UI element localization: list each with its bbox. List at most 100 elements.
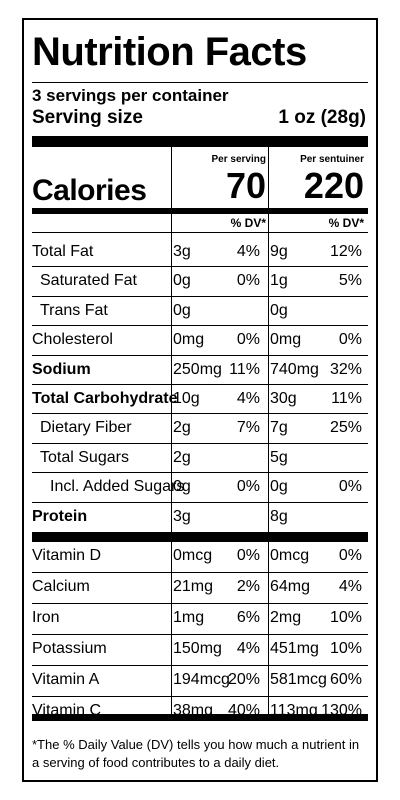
- vitamin-amount-serving: 21mg: [173, 578, 214, 595]
- nutrient-amount-container: 0g: [270, 301, 288, 319]
- label-title: Nutrition Facts: [32, 30, 307, 74]
- vitamin-dv-serving: 2%: [236, 578, 260, 595]
- nutrient-row: Total Sugars 2g 5g: [32, 444, 368, 474]
- nutrient-amount-serving: 3g: [173, 243, 191, 260]
- nutrient-dv-container: 12%: [329, 243, 362, 260]
- row-divider: [32, 572, 368, 573]
- vitamin-dv-serving: 6%: [236, 609, 260, 626]
- nutrient-dv-serving: 4%: [236, 390, 260, 407]
- row-divider: [32, 383, 368, 385]
- per-serving-header: Per serving: [211, 154, 266, 165]
- vitamin-dv-container: 0%: [338, 547, 362, 564]
- vitamin-amount-container: 451mg: [270, 640, 319, 657]
- nutrient-row: Incl. Added Sugars 0g 0% 0g 0%: [32, 473, 368, 503]
- dv-header-container: % DV*: [328, 216, 364, 230]
- nutrient-dv-serving: 0%: [236, 478, 260, 496]
- vitamin-amount-container: 2mg: [270, 609, 302, 626]
- calories-divider: [32, 208, 368, 214]
- nutrient-name: Total Fat: [32, 243, 94, 260]
- vitamin-dv-container: 10%: [329, 640, 362, 657]
- nutrient-name: Dietary Fiber: [40, 419, 132, 437]
- vitamin-name: Vitamin D: [32, 547, 102, 564]
- nutrient-amount-container: 740mg: [270, 360, 319, 378]
- vitamin-amount-serving: 0mcg: [173, 547, 213, 564]
- calories-per-serving: 70: [225, 165, 266, 206]
- nutrient-name: Saturated Fat: [40, 272, 137, 290]
- nutrient-name: Trans Fat: [40, 301, 108, 319]
- nutrient-dv-container: 0%: [338, 331, 362, 349]
- nutrient-row: Trans Fat 0g 0g: [32, 297, 368, 327]
- nutrient-amount-serving: 250mg: [173, 360, 222, 378]
- nutrient-dv-container: 32%: [329, 360, 362, 378]
- row-divider: [32, 354, 368, 356]
- vitamin-amount-serving: 150mg: [173, 640, 222, 657]
- thick-divider: [32, 136, 368, 147]
- row-divider: [32, 696, 368, 697]
- nutrient-amount-container: 9g: [270, 243, 288, 260]
- vitamin-amount-container: 0mcg: [270, 547, 310, 564]
- row-divider: [32, 266, 368, 268]
- vitamin-row: Iron 1mg 6% 2mg 10%: [32, 604, 368, 635]
- column-divider-2: [268, 147, 269, 714]
- vitamin-name: Iron: [32, 609, 60, 626]
- row-divider: [32, 501, 368, 503]
- nutrient-dv-container: 11%: [331, 390, 362, 407]
- vitamin-amount-serving: 1mg: [173, 609, 205, 626]
- nutrient-dv-container: 5%: [338, 272, 362, 290]
- nutrient-amount-serving: 0g: [173, 272, 191, 290]
- nutrient-amount-serving: 2g: [173, 419, 191, 437]
- row-divider: [32, 665, 368, 666]
- vitamin-dv-container: 10%: [329, 609, 362, 626]
- nutrient-amount-serving: 10g: [173, 390, 200, 407]
- serving-size-label: Serving size: [32, 107, 143, 128]
- vitamin-name: Potassium: [32, 640, 107, 657]
- nutrient-name: Total Sugars: [40, 448, 129, 466]
- row-divider: [32, 413, 368, 415]
- nutrition-label: Nutrition Facts 3 servings per container…: [22, 18, 378, 782]
- vitamin-row: Calcium 21mg 2% 64mg 4%: [32, 573, 368, 604]
- vitamin-amount-container: 64mg: [270, 578, 311, 595]
- nutrient-name: Cholesterol: [32, 331, 113, 349]
- row-divider: [32, 442, 368, 444]
- nutrient-row: Cholesterol 0mg 0% 0mg 0%: [32, 326, 368, 356]
- nutrient-name: Protein: [32, 507, 88, 525]
- footnote: *The % Daily Value (DV) tells you how mu…: [32, 737, 360, 770]
- divider: [32, 82, 368, 83]
- vitamin-name: Vitamin A: [32, 671, 100, 688]
- nutrient-dv-serving: 4%: [236, 243, 260, 260]
- nutrient-name: Sodium: [32, 360, 91, 378]
- nutrient-dv-container: 25%: [329, 419, 362, 437]
- nutrient-row: Dietary Fiber 2g 7% 7g 25%: [32, 414, 368, 444]
- nutrient-row: Total Carbohydrate 10g 4% 30g 11%: [32, 385, 368, 415]
- nutrient-row: Protein 3g 8g: [32, 503, 368, 532]
- row-divider: [32, 325, 368, 327]
- per-container-header: Per sentuiner: [300, 154, 364, 165]
- divider: [32, 232, 368, 233]
- vitamin-dv-container: 60%: [329, 671, 362, 688]
- nutrient-amount-container: 30g: [270, 390, 297, 407]
- vitamin-row: Vitamin C 38mg 40% 113mg 130%: [32, 697, 368, 728]
- calories-per-container: 220: [303, 165, 364, 206]
- nutrient-amount-serving: 0g: [173, 478, 191, 496]
- nutrient-amount-serving: 0g: [173, 301, 191, 319]
- row-divider: [32, 634, 368, 635]
- nutrient-dv-container: 0%: [338, 478, 362, 496]
- nutrient-dv-serving: 11%: [229, 360, 260, 378]
- nutrient-amount-container: 1g: [270, 272, 288, 290]
- calories-label: Calories: [32, 174, 147, 207]
- vitamin-amount-container: 581mcg: [270, 671, 327, 688]
- nutrient-amount-serving: 0mg: [173, 331, 205, 349]
- nutrient-amount-container: 0g: [270, 478, 288, 496]
- serving-size-value: 1 oz (28g): [278, 107, 366, 128]
- dv-header-serving: % DV*: [230, 216, 266, 230]
- vitamin-dv-serving: 4%: [236, 640, 260, 657]
- nutrient-amount-container: 8g: [270, 507, 288, 525]
- nutrient-amount-container: 5g: [270, 448, 288, 466]
- vitamin-dv-container: 4%: [338, 578, 362, 595]
- footnote-divider: [32, 714, 368, 721]
- vitamin-amount-serving: 194mcg: [173, 671, 230, 688]
- nutrient-row: Saturated Fat 0g 0% 1g 5%: [32, 267, 368, 297]
- nutrient-row: Sodium 250mg 11% 740mg 32%: [32, 356, 368, 385]
- vitamin-row: Potassium 150mg 4% 451mg 10%: [32, 635, 368, 666]
- nutrient-name: Incl. Added Sugars: [50, 478, 185, 496]
